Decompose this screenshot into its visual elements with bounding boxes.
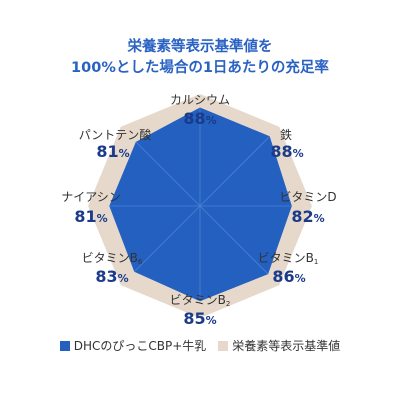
legend-label-product: DHCのぴっこCBP+牛乳 xyxy=(73,339,207,353)
axis-label: ナイアシン xyxy=(61,190,121,204)
axis-label: ビタミンD xyxy=(279,190,336,204)
legend-swatch-reference xyxy=(218,340,229,351)
chart-title: 栄養素等表示基準値を 100%とした場合の1日あたりの充足率 xyxy=(0,37,400,79)
legend-item-reference: 栄養素等表示基準値 xyxy=(218,337,340,354)
chart-title-line-2: 100%とした場合の1日あたりの充足率 xyxy=(71,60,329,76)
axis-spoke xyxy=(133,205,201,273)
value-label: 82% xyxy=(291,207,324,226)
value-label: 85% xyxy=(183,309,216,328)
axis-label: ビタミンB1 xyxy=(258,251,319,266)
value-label: 88% xyxy=(183,109,216,128)
axis-label: 鉄 xyxy=(280,127,292,142)
axis-label: カルシウム xyxy=(170,93,230,107)
value-label: 81% xyxy=(74,207,107,226)
value-label: 83% xyxy=(95,267,128,286)
chart-title-line-1: 栄養素等表示基準値を xyxy=(127,39,273,55)
chart-legend: DHCのぴっこCBP+牛乳 栄養素等表示基準値 xyxy=(0,337,400,354)
value-label: 81% xyxy=(96,142,129,161)
legend-label-reference: 栄養素等表示基準値 xyxy=(232,339,341,353)
value-label: 88% xyxy=(270,142,303,161)
axis-spoke xyxy=(199,136,270,207)
legend-swatch-product xyxy=(59,340,70,351)
axis-label: ビタミンB2 xyxy=(170,293,231,308)
axis-spoke xyxy=(199,205,269,275)
legend-item-product: DHCのぴっこCBP+牛乳 xyxy=(59,337,207,354)
axis-label: パントテン酸 xyxy=(79,127,152,142)
axis-label: ビタミンB6 xyxy=(82,251,143,266)
axis-spoke xyxy=(135,141,201,207)
value-label: 86% xyxy=(272,267,305,286)
